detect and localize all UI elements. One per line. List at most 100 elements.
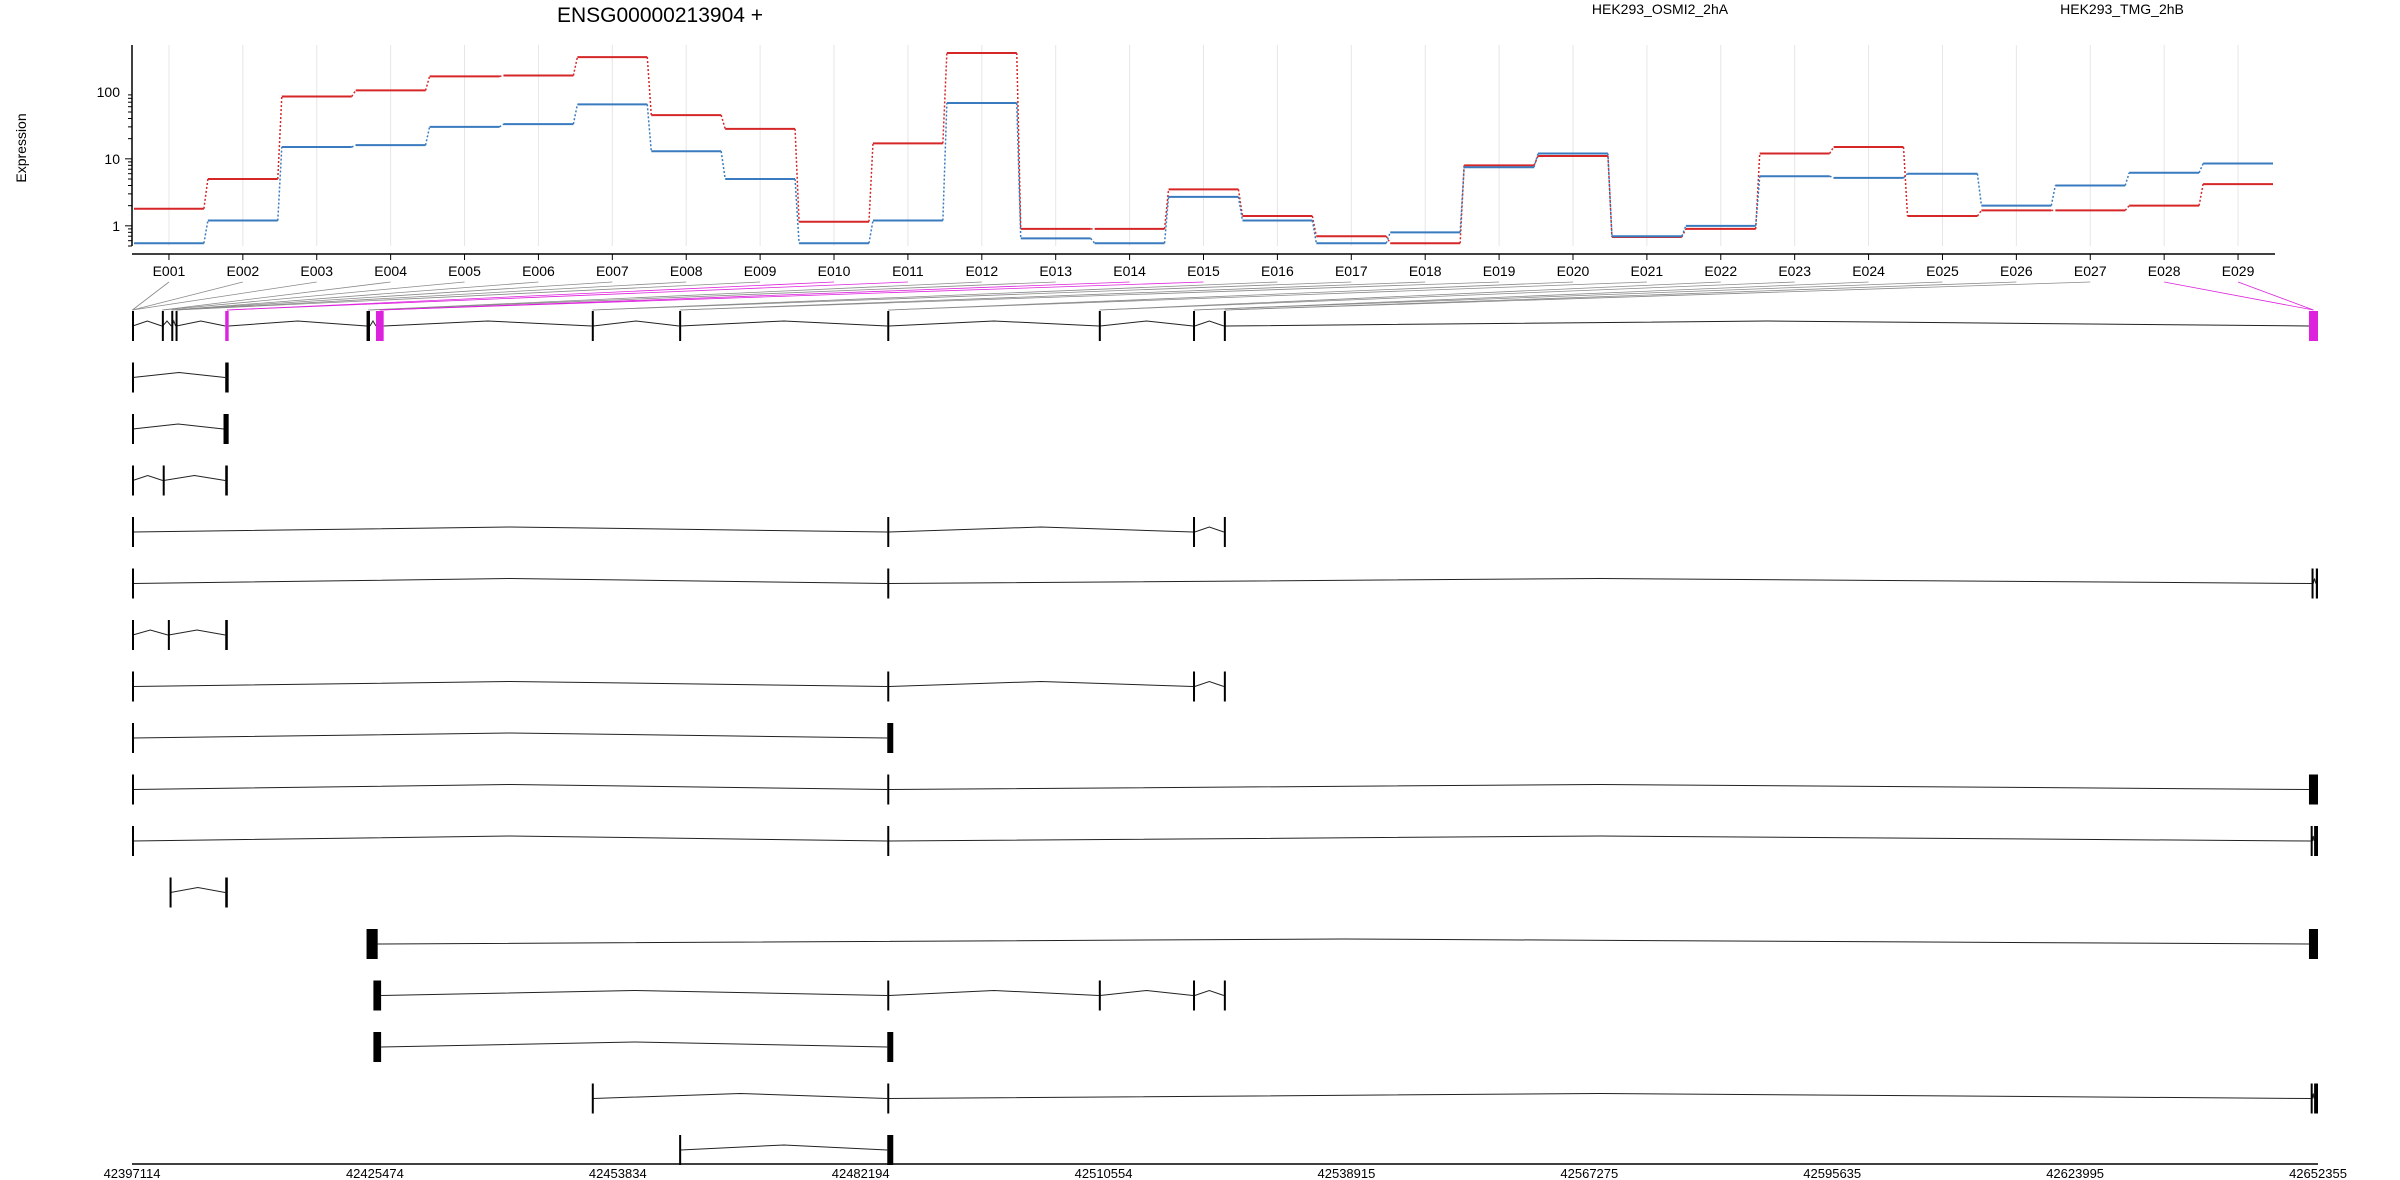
exon-block xyxy=(132,311,134,341)
data-transition xyxy=(1607,156,1613,238)
data-transition xyxy=(720,114,726,130)
exon-block xyxy=(132,568,134,599)
chart-title: ENSG00000213904 + xyxy=(557,4,763,27)
legend-label-osmi2: HEK293_OSMI2_2hA xyxy=(1592,1,1729,17)
x-tick-label: E002 xyxy=(226,263,259,279)
connector-line xyxy=(1224,281,2091,311)
intron-line xyxy=(132,371,226,378)
exon-block xyxy=(167,620,170,650)
data-transition xyxy=(1681,225,1687,237)
data-transition xyxy=(1163,189,1170,229)
connector-line xyxy=(132,281,170,311)
data-transition xyxy=(499,123,504,128)
data-transition xyxy=(942,52,948,144)
data-transition xyxy=(1829,175,1834,179)
connector-line xyxy=(679,281,1426,311)
transcript-track xyxy=(366,929,2318,959)
x-tick-label: E015 xyxy=(1187,263,1220,279)
data-transition xyxy=(277,96,283,180)
intron-line xyxy=(132,423,224,430)
series-1 xyxy=(134,102,2273,245)
data-transition xyxy=(1459,167,1465,233)
data-transition xyxy=(1828,146,1835,154)
intron-line xyxy=(170,886,226,893)
transcript-tracks xyxy=(132,311,2318,1165)
x-tick-label: E020 xyxy=(1557,263,1590,279)
exon-block xyxy=(2315,568,2318,599)
data-transition xyxy=(794,178,800,244)
transcript-track xyxy=(169,877,228,908)
exon-block xyxy=(887,568,890,599)
transcript-track xyxy=(591,1083,2318,1114)
intron-line xyxy=(132,320,163,327)
x-tick-label: E016 xyxy=(1261,263,1294,279)
data-transition xyxy=(868,220,874,244)
transcript-track xyxy=(132,311,2318,341)
exon-block xyxy=(887,1032,894,1062)
transcript-track xyxy=(132,568,2318,599)
exon-block xyxy=(1193,311,1196,341)
exon-block xyxy=(1223,671,1226,702)
intron-line xyxy=(888,680,1194,687)
exon-block xyxy=(2310,826,2313,856)
exon-block xyxy=(366,929,378,959)
exon-block xyxy=(169,877,172,908)
exon-block xyxy=(225,877,228,908)
x-tick-label: E010 xyxy=(818,263,851,279)
connector-line xyxy=(592,281,1278,311)
intron-line xyxy=(888,989,1099,996)
data-transition xyxy=(2050,185,2057,206)
exon-block xyxy=(132,826,134,856)
exon-block xyxy=(591,311,594,341)
x-tick-label: E013 xyxy=(1039,263,1072,279)
intron-line xyxy=(369,320,377,327)
exon-block xyxy=(132,671,134,702)
exon-block xyxy=(132,774,134,805)
x-tick-label: E017 xyxy=(1335,263,1368,279)
data-transition xyxy=(351,144,357,148)
intron-line xyxy=(1100,320,1194,327)
x-tick-label: E025 xyxy=(1926,263,1959,279)
exon-block xyxy=(2308,311,2318,341)
intron-line xyxy=(377,938,2309,945)
exon-block xyxy=(887,774,890,805)
exon-block xyxy=(887,980,890,1011)
data-transition xyxy=(1385,232,1391,244)
exon-block xyxy=(1193,980,1196,1011)
data-transition xyxy=(1754,176,1761,226)
x-tick-label: E011 xyxy=(892,263,924,279)
exon-block xyxy=(223,414,229,444)
exon-block xyxy=(591,1083,594,1114)
data-transition xyxy=(1090,237,1096,244)
x-tick-label: E012 xyxy=(965,263,998,279)
data-transition xyxy=(351,90,357,97)
intron-line xyxy=(680,1144,888,1151)
intron-line xyxy=(680,320,888,327)
connector-line xyxy=(1193,281,1869,311)
intron-line xyxy=(1100,989,1194,996)
connector-line xyxy=(1099,281,1721,311)
data-transition xyxy=(1902,146,1909,217)
expression-plot: 1 10 100 E001 E002 E003 E004 E005 E006 E007 E008 E0… xyxy=(97,45,2275,279)
data-transition xyxy=(1016,52,1022,229)
connector-line xyxy=(226,281,835,311)
transcript-track xyxy=(132,620,228,650)
data-transition xyxy=(1976,209,1983,217)
connector-line xyxy=(175,281,687,311)
exon-block xyxy=(887,517,890,547)
data-transition xyxy=(1385,235,1391,244)
exon-block xyxy=(225,311,229,341)
connector-line xyxy=(379,281,1130,311)
exon-block xyxy=(1193,517,1196,547)
connector-line xyxy=(679,281,1500,311)
intron-line xyxy=(888,1092,2311,1099)
intron-line xyxy=(168,629,226,636)
intron-line xyxy=(132,732,888,739)
genome-tick-label: 42623995 xyxy=(2046,1166,2104,1180)
x-tick-label: E027 xyxy=(2074,263,2107,279)
x-tick-label: E005 xyxy=(448,263,481,279)
genome-tick-label: 42538915 xyxy=(1318,1166,1376,1180)
x-tick-label: E008 xyxy=(670,263,703,279)
exon-block xyxy=(175,311,178,341)
x-tick-label: E006 xyxy=(522,263,555,279)
